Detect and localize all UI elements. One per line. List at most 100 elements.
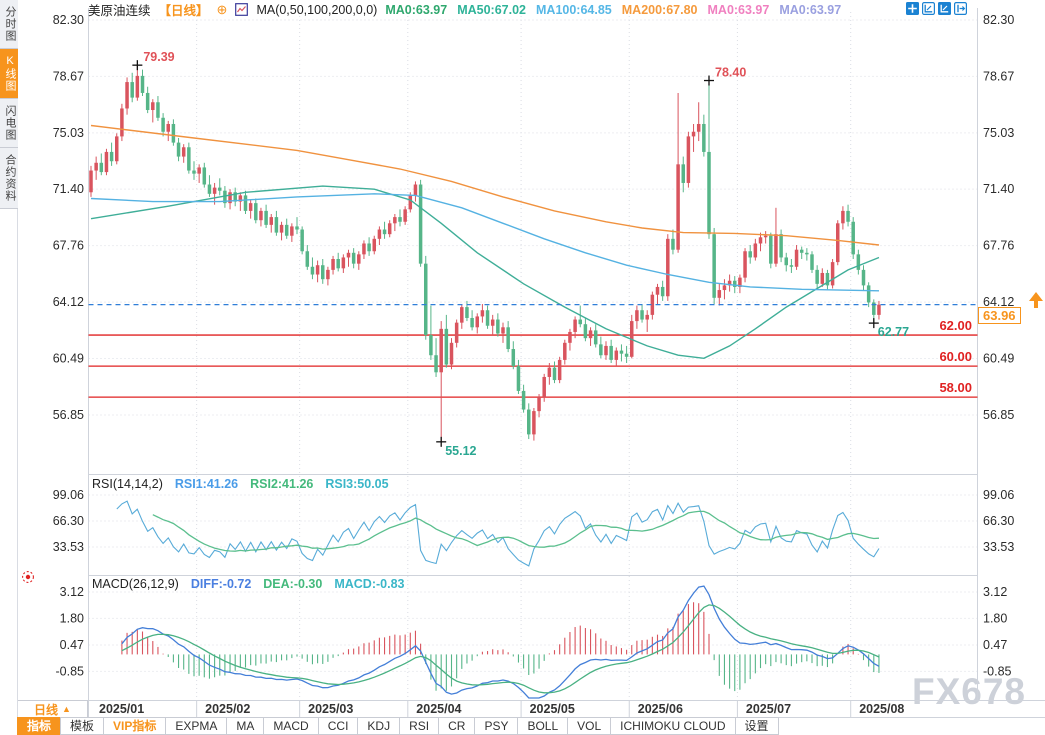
candle-body <box>362 243 366 255</box>
candle-body <box>666 238 670 297</box>
candle-body <box>233 192 237 202</box>
candle-body <box>372 238 376 252</box>
ma-line-ma200 <box>90 124 880 246</box>
pan-right-icon[interactable] <box>954 2 968 16</box>
candle-body <box>624 353 629 357</box>
price-axis-label: 56.85 <box>53 408 84 422</box>
candle-body <box>810 254 814 270</box>
price-axis-label: 75.03 <box>983 126 1014 140</box>
candle-body <box>820 272 825 284</box>
toolbar-tab-psy[interactable]: PSY <box>474 717 519 735</box>
toolbar-tab-vol[interactable]: VOL <box>567 717 612 735</box>
candle-body <box>238 195 243 202</box>
candle-body <box>671 238 675 250</box>
crosshair-icon[interactable] <box>906 2 919 15</box>
macd-title[interactable]: MACD(26,12,9) <box>92 577 179 591</box>
candle-body <box>161 117 165 132</box>
candle-body <box>140 75 145 93</box>
macd-readouts: DIFF:-0.72 DEA:-0.30 MACD:-0.83 <box>191 577 405 591</box>
candle-body <box>475 316 479 328</box>
alert-icon[interactable] <box>20 569 36 585</box>
candle-body <box>805 252 809 255</box>
candle-body <box>506 327 510 350</box>
candle-body <box>295 226 299 230</box>
candle-body <box>228 192 232 204</box>
candle-body <box>707 151 711 235</box>
rsi-title[interactable]: RSI(14,14,2) <box>92 477 163 491</box>
candle-body <box>877 304 881 315</box>
toolbar-tab-cr[interactable]: CR <box>438 717 476 735</box>
candle-body <box>635 310 639 322</box>
toolbar-tab-cci[interactable]: CCI <box>317 717 359 735</box>
scale-axes-icon[interactable] <box>938 2 951 15</box>
candle-body <box>434 355 438 373</box>
toolbar-tab-boll[interactable]: BOLL <box>517 717 569 735</box>
toolbar-tab-expma[interactable]: EXPMA <box>165 717 228 735</box>
add-indicator-icon[interactable]: ⊕ <box>216 2 228 17</box>
toolbar-tab-vip-indicators[interactable]: VIP指标 <box>103 717 167 735</box>
candle-body <box>418 184 423 264</box>
toolbar-tab-templates[interactable]: 模板 <box>60 717 105 735</box>
candle-body <box>470 317 474 328</box>
price-axis-label: 75.03 <box>53 126 84 140</box>
toolbar-tab-settings[interactable]: 设置 <box>734 717 779 735</box>
rsi-readout-2: RSI3:50.05 <box>325 477 389 491</box>
rsi-axis-label: 99.06 <box>983 488 1014 502</box>
x-axis-label: 2025/06 <box>638 702 683 716</box>
period-label[interactable]: 【日线】 <box>158 4 209 18</box>
candle-body <box>686 136 691 183</box>
candle-body <box>346 252 351 258</box>
candle-body <box>681 164 685 183</box>
sidebar-tab-lightning-chart[interactable]: 闪电图 <box>0 99 18 148</box>
candle-body <box>166 123 170 132</box>
chart-style-icon[interactable] <box>235 3 249 16</box>
macd-axis-label: 3.12 <box>60 585 84 599</box>
toolbar-tab-ma[interactable]: MA <box>226 717 265 735</box>
candle-body <box>753 243 758 258</box>
rsi-readout-0: RSI1:41.26 <box>174 477 239 491</box>
candle-body <box>192 170 196 174</box>
ma-readout-1: MA50:67.02 <box>457 2 526 17</box>
candle-body <box>130 82 134 98</box>
candle-body <box>264 210 268 225</box>
rsi-fast-line <box>116 500 880 567</box>
candle-body <box>315 265 320 275</box>
candle-body <box>212 187 217 194</box>
price-axis-label: 67.76 <box>53 239 84 253</box>
sidebar-tab-kline-chart[interactable]: K线图 <box>0 49 18 99</box>
price-axis-label: 56.85 <box>983 408 1014 422</box>
sidebar-tab-contract-info[interactable]: 合约资料 <box>0 148 18 209</box>
candle-body <box>799 249 804 253</box>
candle-body <box>578 319 582 325</box>
toolbar-tab-rsi[interactable]: RSI <box>399 717 440 735</box>
ma-line-ma50 <box>90 185 880 360</box>
candle-body <box>722 285 727 291</box>
zoom-axes-icon[interactable] <box>922 2 936 16</box>
candle-body <box>284 224 289 236</box>
toolbar-tab-kdj[interactable]: KDJ <box>357 717 401 735</box>
toolbar-tab-ichimoku-cloud[interactable]: ICHIMOKU CLOUD <box>610 717 736 735</box>
toolbar-tab-macd[interactable]: MACD <box>263 717 319 735</box>
indicator-toolbar: 指标 模板 VIP指标 EXPMA MA MACD CCI KDJ RSI CR PSY BOLL VO… <box>17 717 779 735</box>
macd-axis-label: 1.80 <box>983 611 1007 625</box>
price-axis-label: 60.49 <box>53 351 84 365</box>
period-selector[interactable]: 日线 ▲ <box>18 700 88 718</box>
watermark: FX678 <box>912 671 1027 712</box>
candle-body <box>218 187 222 191</box>
candle-body <box>733 280 737 287</box>
candle-body <box>599 344 603 356</box>
sidebar-tab-time-share-chart[interactable]: 分时图 <box>0 0 18 49</box>
rsi-axis-label: 99.06 <box>53 488 84 502</box>
candle-body <box>125 82 129 109</box>
candle-body <box>424 263 428 336</box>
candle-body <box>619 350 624 354</box>
candle-body <box>547 367 552 377</box>
candle-body <box>341 257 346 269</box>
toolbar-tab-indicators[interactable]: 指标 <box>17 717 62 735</box>
candle-body <box>774 234 778 264</box>
price-annotation: 79.39 <box>143 50 174 64</box>
chart-header: 美原油连续 【日线】 ⊕ MA(0,50,100,200,0,0) MA0:63… <box>88 2 841 19</box>
candle-body <box>279 224 284 233</box>
